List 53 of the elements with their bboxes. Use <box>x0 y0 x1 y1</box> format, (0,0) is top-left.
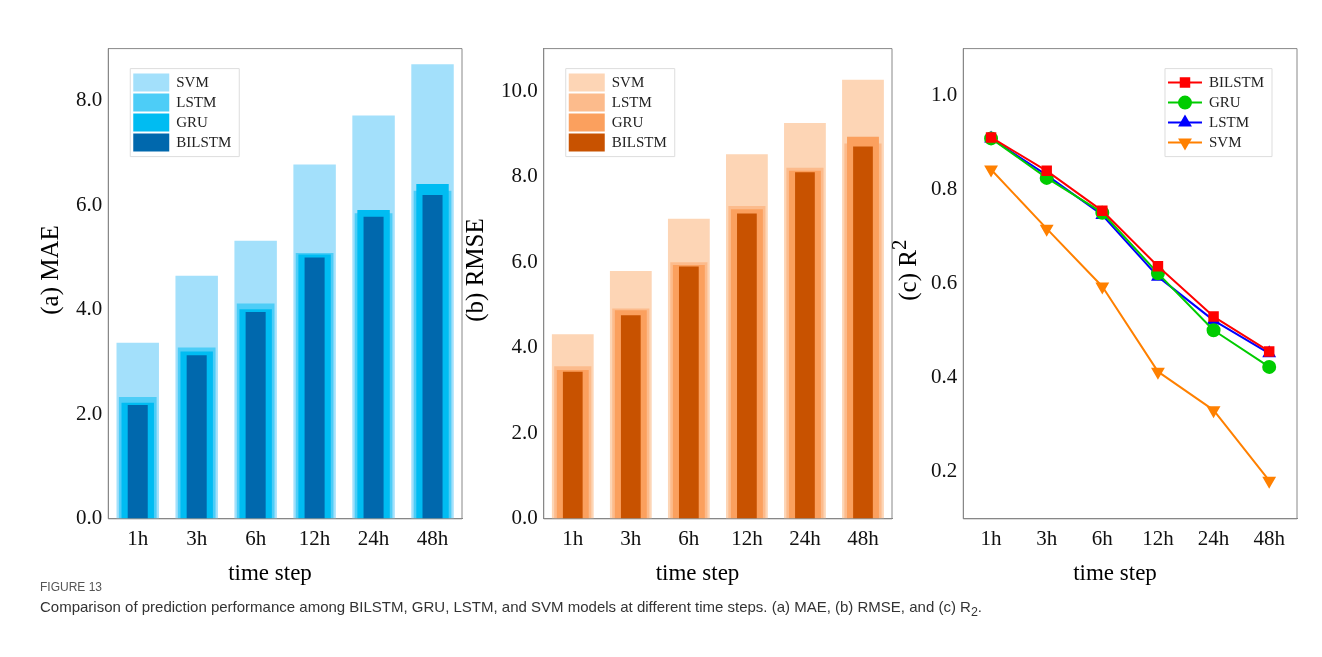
x-tick-label: 24h <box>789 525 822 550</box>
legend-label: GRU <box>176 113 209 130</box>
legend-label: BILSTM <box>176 133 232 150</box>
y-tick-label: 0.6 <box>931 270 958 295</box>
x-tick-label: 48h <box>1253 525 1286 550</box>
y-tick-label: 2.0 <box>76 400 103 425</box>
legend-label: SVM <box>611 73 645 90</box>
y-tick-label: 8.0 <box>511 163 538 188</box>
y-tick-label: 4.0 <box>511 334 538 359</box>
x-tick-label: 6h <box>678 525 700 550</box>
y-tick-label: 0.8 <box>931 176 958 201</box>
x-tick-label: 1h <box>980 525 1003 550</box>
x-axis-title: time step <box>654 560 741 586</box>
x-tick-label: 12h <box>1142 525 1175 550</box>
x-axis-title: time step <box>228 560 312 585</box>
y-tick-label: 2.0 <box>511 419 538 444</box>
legend-label: LSTM <box>1209 113 1250 130</box>
y-tick-label: 0.2 <box>931 458 958 483</box>
legend-label: LSTM <box>176 93 217 110</box>
y-tick-label: 0.0 <box>511 505 538 530</box>
x-tick-label: 24h <box>1197 525 1230 550</box>
legend-label: SVM <box>1209 133 1242 150</box>
y-tick-label: 0.0 <box>76 505 103 530</box>
legend-label: SVM <box>176 73 209 90</box>
caption: FIGURE 13 <box>40 580 103 594</box>
y-tick-label: 4.0 <box>76 296 103 321</box>
y-tick-label: 6.0 <box>76 191 103 216</box>
x-tick-label: 3h <box>1036 525 1058 550</box>
x-tick-label: 3h <box>186 525 208 550</box>
x-tick-label: 6h <box>245 525 267 550</box>
y-axis-title: (b) RMSE <box>461 218 489 322</box>
x-tick-label: 48h <box>847 525 880 550</box>
text: Comparison of prediction performance among BILSTM, GRU, LSTM, and SVM models at different time steps. (a) MAE, (b) RMSE, and (c) R$_{2}$. <box>40 598 984 619</box>
x-tick-label: 1h <box>562 525 584 550</box>
legend-label: BILSTM <box>1209 73 1265 90</box>
y-tick-label: 8.0 <box>76 87 103 112</box>
y-tick-label: 6.0 <box>511 248 538 273</box>
y-tick-label: 0.4 <box>931 364 958 389</box>
x-axis-title: time step <box>1072 560 1158 586</box>
x-tick-label: 24h <box>357 525 390 550</box>
legend-label: LSTM <box>611 93 652 110</box>
y-tick-label: 10.0 <box>501 77 538 102</box>
x-tick-label: 6h <box>1091 525 1114 550</box>
x-tick-label: 3h <box>620 525 642 550</box>
x-tick-label: 12h <box>298 525 331 550</box>
x-tick-label: 1h <box>127 525 149 550</box>
y-tick-label: 1.0 <box>931 82 958 107</box>
legend-label: GRU <box>1209 93 1241 110</box>
y-axis-title: (a) MAE <box>36 225 64 315</box>
x-tick-label: 12h <box>731 525 764 550</box>
legend-label: GRU <box>611 113 644 130</box>
x-tick-label: 48h <box>416 525 449 550</box>
legend-label: BILSTM <box>611 133 667 150</box>
